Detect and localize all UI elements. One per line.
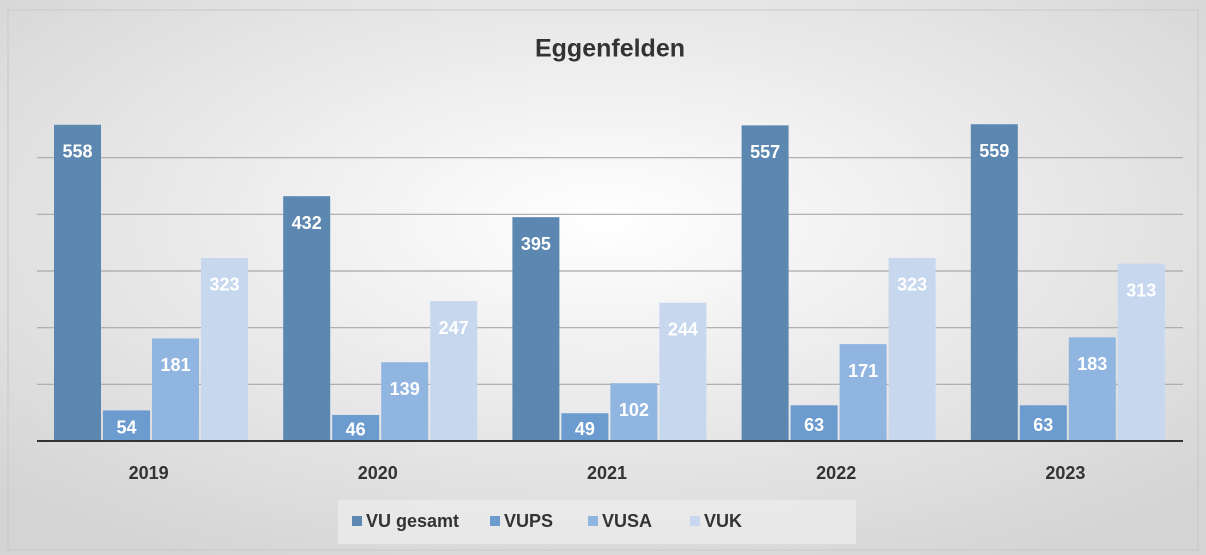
data-label: 432 bbox=[292, 213, 322, 233]
data-label: 49 bbox=[575, 419, 595, 439]
x-tick-label: 2019 bbox=[129, 463, 169, 483]
data-label: 183 bbox=[1077, 354, 1107, 374]
bar bbox=[1068, 337, 1116, 441]
bar bbox=[201, 257, 248, 441]
legend-label: VUSA bbox=[602, 511, 652, 531]
bar bbox=[970, 124, 1018, 441]
bar bbox=[839, 344, 887, 441]
data-label: 323 bbox=[209, 275, 239, 295]
bar bbox=[381, 362, 429, 441]
data-label: 395 bbox=[521, 234, 551, 254]
data-label: 559 bbox=[979, 141, 1009, 161]
data-label: 139 bbox=[390, 379, 420, 399]
frame bbox=[7, 9, 1199, 551]
bar bbox=[1117, 263, 1165, 441]
bar bbox=[152, 338, 199, 441]
chart-title: Eggenfelden bbox=[535, 35, 685, 63]
bar bbox=[1019, 405, 1067, 441]
legend-swatch bbox=[490, 516, 500, 526]
x-tick-label: 2021 bbox=[587, 463, 627, 483]
x-tick-label: 2022 bbox=[816, 463, 856, 483]
legend-label: VU gesamt bbox=[366, 511, 459, 531]
data-label: 63 bbox=[1033, 415, 1053, 435]
bar bbox=[283, 196, 331, 441]
data-label: 181 bbox=[160, 355, 190, 375]
bar bbox=[888, 257, 936, 441]
bar bbox=[610, 383, 658, 441]
x-tick-label: 2023 bbox=[1045, 463, 1085, 483]
data-label: 54 bbox=[116, 417, 136, 437]
data-label: 557 bbox=[750, 142, 780, 162]
legend-swatch bbox=[352, 516, 362, 526]
x-tick-label: 2020 bbox=[358, 463, 398, 483]
bar bbox=[741, 125, 789, 441]
bar bbox=[561, 413, 609, 441]
bar bbox=[103, 410, 150, 441]
data-label: 171 bbox=[848, 361, 878, 381]
bar bbox=[54, 124, 101, 442]
data-label: 63 bbox=[804, 415, 824, 435]
data-label: 558 bbox=[62, 142, 92, 162]
legend-swatch bbox=[588, 516, 598, 526]
legend-swatch bbox=[690, 516, 700, 526]
legend-label: VUPS bbox=[504, 511, 553, 531]
data-label: 244 bbox=[668, 319, 698, 339]
bar bbox=[512, 217, 560, 441]
data-label: 102 bbox=[619, 400, 649, 420]
legend-label: VUK bbox=[704, 511, 742, 531]
data-label: 313 bbox=[1126, 280, 1156, 300]
data-label: 323 bbox=[897, 275, 927, 295]
bar bbox=[790, 405, 838, 441]
data-label: 247 bbox=[439, 318, 469, 338]
bar bbox=[659, 302, 707, 441]
data-label: 46 bbox=[346, 420, 366, 440]
bar bbox=[332, 414, 380, 441]
bar bbox=[430, 301, 478, 441]
